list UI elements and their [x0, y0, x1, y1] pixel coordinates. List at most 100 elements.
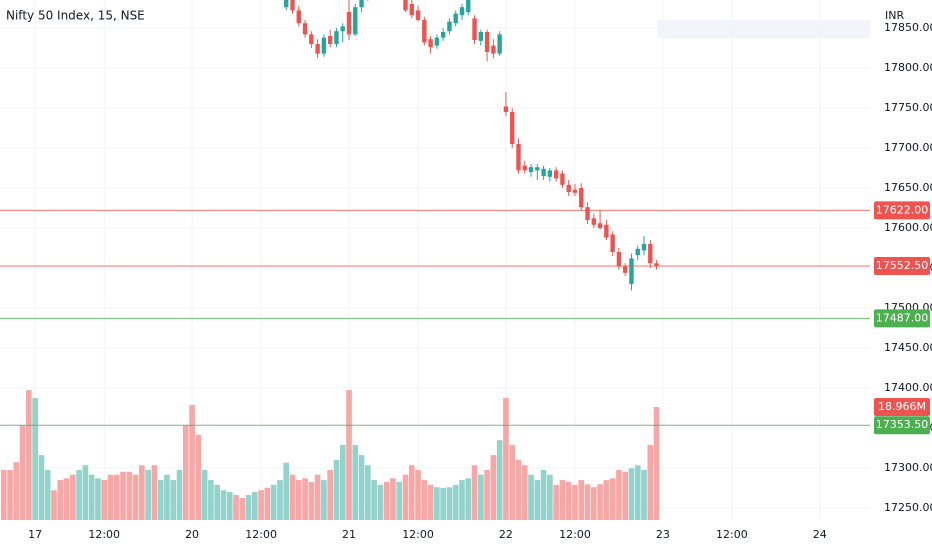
volume-bar — [421, 480, 428, 520]
candle-body — [428, 39, 433, 48]
y-tick-label: 17800.00 — [884, 61, 932, 74]
volume-bar — [277, 480, 283, 520]
volume-bar — [408, 465, 415, 520]
volume-bar — [321, 480, 327, 520]
candle-layer — [284, 0, 659, 291]
candle-body — [302, 23, 308, 35]
candle-body — [503, 106, 509, 112]
x-tick-label: 17 — [28, 528, 42, 541]
volume-bar — [233, 494, 239, 520]
volume-bar — [603, 480, 610, 520]
candle-body — [447, 21, 452, 32]
volume-bar — [390, 478, 396, 520]
volume-bar — [534, 480, 541, 520]
volume-bar — [346, 390, 352, 520]
volume-bar — [415, 469, 421, 520]
volume-bar — [139, 465, 145, 520]
volume-bar — [63, 478, 70, 520]
price-label-box — [874, 257, 930, 275]
volume-bar — [641, 469, 647, 520]
candle-body — [622, 266, 628, 273]
price-label: 17353.50 — [876, 418, 929, 431]
volume-bar — [157, 480, 164, 520]
candle-body — [528, 167, 534, 172]
volume-bar — [101, 480, 108, 520]
x-tick-label: 23 — [656, 528, 670, 541]
volume-bar — [477, 474, 484, 520]
volume-bar — [503, 397, 509, 520]
volume-bar — [195, 434, 202, 520]
candle-body — [478, 32, 484, 41]
volume-bar — [107, 474, 114, 520]
volume-layer — [0, 390, 660, 520]
candle-body — [290, 0, 295, 11]
price-line-layer — [0, 209, 870, 426]
volume-bar — [302, 478, 308, 520]
candle-body — [610, 234, 615, 252]
candle-body — [535, 167, 540, 171]
volume-bar — [44, 469, 51, 520]
x-tick-label: 12:00 — [245, 528, 277, 541]
candle-body — [579, 188, 584, 208]
x-tick-label: 20 — [185, 528, 199, 541]
chart-title: Nifty 50 Index, 15, NSE — [6, 9, 145, 23]
candle-body — [484, 32, 490, 52]
volume-bar — [559, 480, 566, 520]
y-tick-label: 17450.00 — [884, 341, 932, 354]
volume-bar — [553, 484, 559, 520]
price-label: 17552.50 — [876, 259, 929, 272]
volume-bar — [283, 462, 290, 520]
candle-body — [547, 170, 553, 177]
x-tick-label: 12:00 — [559, 528, 591, 541]
y-tick-label: 17250.00 — [884, 501, 932, 514]
candle-body — [541, 168, 546, 176]
volume-bar — [521, 465, 528, 520]
candle-body — [629, 258, 634, 284]
x-tick-label: 12:00 — [402, 528, 434, 541]
volume-bar — [295, 480, 302, 520]
candle-body — [560, 173, 565, 185]
candle-body — [359, 0, 364, 8]
candle-body — [591, 218, 597, 225]
volume-bar — [13, 462, 20, 520]
candle-body — [522, 165, 527, 171]
candle-body — [472, 18, 477, 40]
price-label-box — [874, 416, 930, 435]
candle-body — [566, 184, 571, 192]
volume-bar — [0, 469, 7, 520]
candle-body — [585, 207, 590, 220]
volume-bar — [653, 407, 660, 520]
volume-bar — [314, 474, 321, 520]
x-tick-label: 12:00 — [716, 528, 748, 541]
volume-bar — [151, 465, 158, 520]
volume-bar — [264, 487, 271, 520]
volume-bar — [565, 481, 572, 520]
volume-bar — [446, 487, 453, 520]
volume-bar — [547, 474, 553, 520]
candle-body — [440, 32, 446, 38]
volume-bar — [371, 480, 377, 520]
volume-bar — [440, 487, 446, 520]
volume-bar — [509, 444, 516, 520]
volume-bar — [383, 481, 390, 520]
volume-bar — [26, 390, 32, 520]
volume-bar — [245, 494, 252, 520]
volume-label: 18.966M — [878, 400, 926, 413]
volume-bar — [189, 405, 195, 520]
volume-bar — [622, 471, 629, 520]
volume-bar — [82, 465, 89, 520]
volume-bar — [609, 478, 616, 520]
candle-body — [510, 112, 515, 144]
candle-body — [340, 26, 345, 32]
candle-body — [641, 244, 647, 251]
volume-bar — [308, 481, 315, 520]
volume-bar — [19, 425, 26, 520]
y-tick-label: 17750.00 — [884, 101, 932, 114]
candle-body — [284, 0, 289, 8]
candle-body — [553, 170, 559, 179]
candle-body — [453, 13, 458, 24]
x-tick-label: 21 — [342, 528, 356, 541]
candle-body — [459, 7, 465, 16]
volume-bar — [358, 455, 365, 520]
